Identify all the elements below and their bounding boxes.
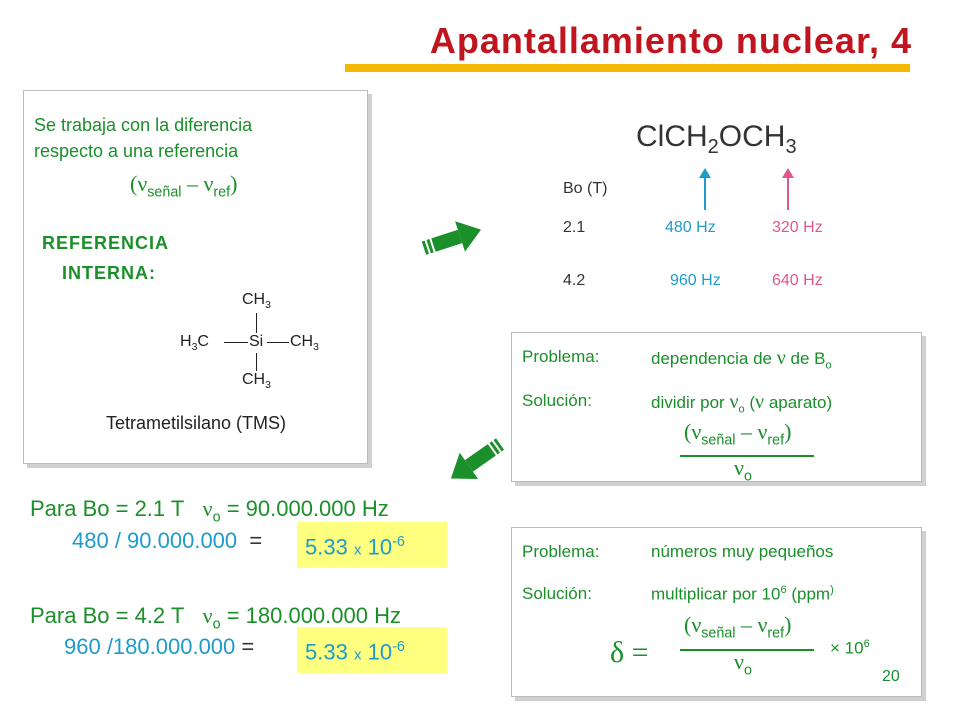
result-highlight-1: 5.33 x 10-6 [297, 522, 447, 568]
tms-caption: Tetrametilsilano (TMS) [106, 413, 287, 433]
molecule-formula: ClCH2OCH3 [636, 120, 797, 158]
bo-header: Bo (T) [563, 180, 608, 197]
calc-line-1: Para Bo = 2.1 T νo = 90.000.000 Hz [30, 496, 389, 526]
bo-row-1: 2.1 [563, 219, 586, 236]
reference-box: Se trabaja con la diferencia respecto a … [23, 90, 368, 464]
tms-center-si: Si [249, 333, 264, 350]
problem-box-1: Problema: dependencia de ν de Bo Solució… [511, 332, 922, 485]
bond-right [267, 342, 289, 343]
problema-text-1: dependencia de ν de Bo [651, 347, 832, 372]
arrow-down-left-icon [450, 438, 505, 479]
fraction-line-1 [680, 455, 814, 457]
calc-line-3: Para Bo = 4.2 T νo = 180.000.000 Hz [30, 603, 401, 633]
arrow-up-ch2-icon [699, 168, 711, 210]
solucion-label-2: Solución: [522, 584, 592, 603]
calc-line-2: 480 / 90.000.000 = [72, 528, 263, 553]
title-underline [345, 64, 910, 72]
result-highlight-2: 5.33 x 10-6 [297, 627, 447, 673]
referencia-label: REFERENCIA [42, 233, 170, 253]
problem-box-2: Problema: números muy pequeños Solución:… [511, 527, 922, 697]
bond-top [256, 313, 257, 333]
fraction-denominator-1: νo [734, 455, 752, 485]
problema-label-1: Problema: [522, 347, 600, 366]
tms-structure: CH3 H3C Si CH3 CH3 [174, 289, 334, 395]
tms-right-ch3: CH3 [290, 333, 319, 354]
intro-line-2: respecto a una referencia [34, 141, 239, 161]
problema-label-2: Problema: [522, 542, 600, 561]
times-ten-6: × 106 [830, 638, 870, 658]
solucion-label-1: Solución: [522, 391, 592, 410]
bond-left [224, 342, 248, 343]
fraction-line-2 [680, 649, 814, 651]
tms-left-h3c: H3C [180, 333, 209, 354]
ch3-row-2: 640 Hz [772, 272, 823, 289]
bond-bottom [256, 353, 257, 371]
ch3-row-1: 320 Hz [772, 219, 823, 236]
fraction-numerator-1: (νseñal – νref) [684, 419, 792, 449]
ch2-row-2: 960 Hz [670, 272, 721, 289]
solucion-text-2: multiplicar por 106 (ppm) [651, 584, 834, 604]
arrow-right-icon [421, 221, 481, 255]
page-title: Apantallamiento nuclear, 4 [429, 20, 912, 61]
arrow-up-ch3-icon [782, 168, 794, 210]
difference-formula: (νseñal – νref) [130, 171, 238, 201]
delta-symbol: δ = [610, 636, 649, 669]
fraction-numerator-2: (νseñal – νref) [684, 612, 792, 642]
fraction-denominator-2: νo [734, 649, 752, 679]
bo-row-2: 4.2 [563, 272, 586, 289]
calc-line-4: 960 /180.000.000 = [64, 634, 255, 659]
tms-top-ch3: CH3 [242, 291, 271, 312]
interna-label: INTERNA: [62, 263, 156, 283]
tms-bottom-ch3: CH3 [242, 371, 271, 392]
ch2-row-1: 480 Hz [665, 219, 716, 236]
page-number: 20 [882, 668, 900, 685]
problema-text-2: números muy pequeños [651, 542, 834, 561]
solucion-text-1: dividir por νo (ν aparato) [651, 391, 833, 416]
intro-line-1: Se trabaja con la diferencia [34, 115, 253, 135]
